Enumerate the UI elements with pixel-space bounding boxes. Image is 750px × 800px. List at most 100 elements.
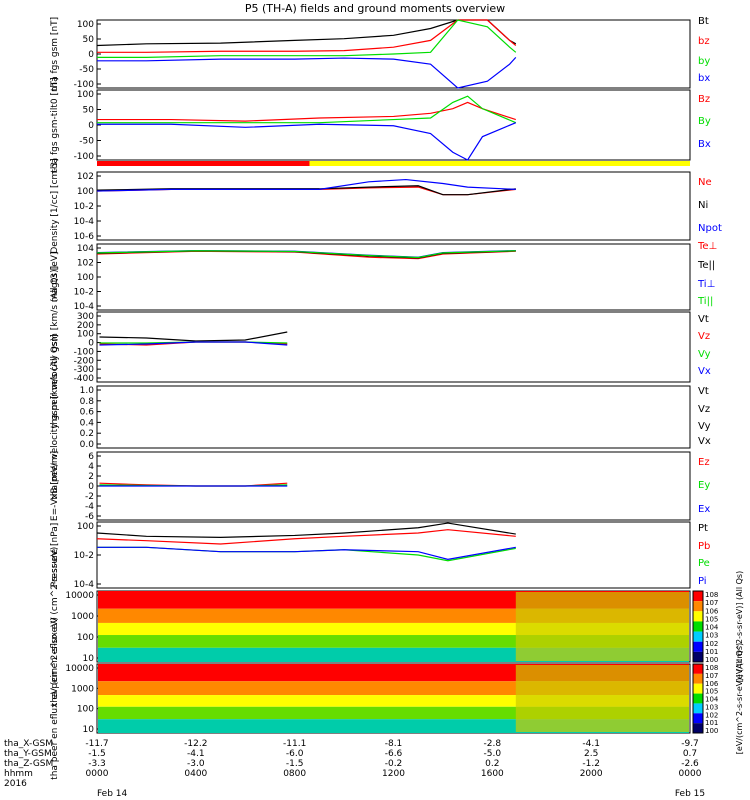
legend-vx: Vx: [698, 366, 711, 377]
y-tick-label: 100: [77, 20, 94, 30]
panel-10: 10000 1000 100 10 tha peer en eflux eV (cm^2…: [50, 617, 744, 780]
y-tick-label: -2: [85, 492, 94, 502]
heatmap-gap-region: [515, 665, 689, 732]
legend-by: By: [698, 116, 711, 127]
y-tick-label: 100: [77, 522, 94, 532]
colorbar-swatch: [693, 611, 703, 622]
colorbar-tick-label: 108: [705, 664, 718, 672]
mode-bar-slow: [97, 161, 310, 166]
colorbar-tick-label: 106: [705, 607, 719, 615]
colorbar-swatch: [693, 631, 703, 642]
x-row-value: -1.2: [582, 759, 600, 769]
legend-bx: Bx: [698, 139, 711, 150]
series-line-vt: [99, 331, 288, 342]
x-row-value: 2000: [580, 769, 603, 779]
colorbar-tick-label: 101: [705, 719, 718, 727]
legend-bz: bz: [698, 36, 710, 47]
y-tick-label: 50: [83, 35, 95, 45]
x-row-value: 0800: [283, 769, 306, 779]
legend-vt: Vt: [698, 314, 709, 325]
colorbar-tick-label: 101: [705, 648, 718, 656]
panel-3: 102 100 10-2 10-4 10-6 Density [1/cc] [cm-3] N…: [50, 158, 722, 253]
legend-vt: Vt: [698, 386, 709, 397]
colorbar-tick-label: 107: [705, 599, 718, 607]
panel-9: 10000 1000 100 10 tha peir en eflux eV (cm^2…: [50, 547, 744, 707]
legend-ey: Ey: [698, 480, 710, 491]
legend-ti: Ti⊥: [697, 279, 715, 290]
y-tick-label: 1.0: [80, 386, 95, 396]
legend-pt: Pt: [698, 523, 708, 534]
colorbar-tick-label: 104: [705, 696, 719, 704]
x-row-value: 0400: [184, 769, 207, 779]
colorbar-swatch: [693, 703, 703, 714]
y-tick-label: 100: [77, 330, 94, 340]
series-line-bz: [97, 101, 516, 122]
series-line-npot: [96, 178, 516, 192]
date-end: Feb 15: [675, 789, 705, 799]
colorbar-swatch: [693, 621, 703, 632]
y-tick-label: 2: [88, 472, 94, 482]
x-row-value: 0000: [679, 769, 702, 779]
colorbar-swatch: [693, 693, 703, 704]
x-row-value: -9.7: [681, 739, 699, 749]
colorbar-frame: [692, 663, 704, 734]
y-tick-label: 0.0: [80, 440, 95, 450]
series-line-by: [97, 19, 517, 59]
panel-8: 100 10-2 10-4 Pressure [nPa] Pt Pb Pe Pi: [50, 521, 710, 590]
x-row-value: -0.2: [385, 759, 403, 769]
y-tick-label: 10-2: [74, 551, 94, 561]
colorbar-swatch: [693, 641, 703, 652]
y-tick-label: 1000: [71, 684, 94, 694]
y-tick-label: -6: [85, 512, 94, 522]
colorbar-tick-label: 108: [705, 591, 718, 599]
colorbar-swatch: [693, 601, 703, 612]
y-tick-label: 0.6: [80, 408, 95, 418]
y-tick-label: 50: [83, 106, 95, 116]
x-row-value: -11.1: [283, 739, 306, 749]
series-line-bx: [97, 122, 517, 161]
colorbar-tick-label: 102: [705, 711, 718, 719]
year-label: 2016: [4, 779, 27, 789]
series-line-by: [97, 95, 517, 124]
y-axis-label: tha peer en eflux eV (cm^2-s-sr-eV): [50, 617, 60, 780]
legend-vy: Vy: [698, 349, 711, 360]
x-row-value: 0.2: [485, 759, 499, 769]
legend-te: Te||: [697, 260, 715, 271]
colorbar-tick-label: 107: [705, 672, 718, 680]
panel-frame: [96, 243, 691, 311]
colorbar-tick-label: 106: [705, 680, 719, 688]
colorbar-tick-label: 105: [705, 688, 718, 696]
legend-te: Te⊥: [697, 241, 717, 252]
legend-ne: Ne: [698, 177, 712, 188]
series-line-pt: [96, 522, 516, 538]
colorbar-frame: [692, 590, 704, 663]
y-tick-label: 0: [88, 339, 94, 349]
legend-vz: Vz: [698, 331, 710, 342]
y-tick-label: 10-4: [74, 580, 95, 590]
x-row-label: tha_Z-GSM: [4, 759, 53, 769]
colorbar-swatch: [693, 651, 703, 662]
panel-1: 100 50 0 -50 -100 tha fgs gsm [nT] Bt bz by bx: [50, 16, 710, 91]
series-line-bz: [97, 19, 517, 53]
panel-frame: [96, 171, 691, 241]
series-line-bx: [97, 56, 517, 89]
panel-frame: [96, 521, 691, 589]
panel-4: 104 102 100 10-2 10-4 magt3 [eV] Te⊥ Te|| Ti⊥ Ti|…: [50, 241, 717, 312]
legend-bt: Bt: [698, 16, 709, 27]
panel-2: 100 50 0 -50 -100 tha fgs gsm-tilt0 [nT] Bz By B…: [50, 77, 711, 172]
legend-ni: Ni: [698, 200, 708, 211]
legend-vx: Vx: [698, 436, 711, 447]
series-line-pb: [96, 529, 516, 545]
x-row-value: -11.7: [85, 739, 108, 749]
y-tick-label: 102: [77, 259, 94, 269]
y-tick-label: -4: [85, 502, 94, 512]
mode-bar-fast: [309, 161, 690, 166]
y-tick-label: -50: [79, 65, 94, 75]
legend-npot: Npot: [698, 223, 722, 234]
y-tick-label: 100: [77, 90, 94, 100]
y-tick-label: 10000: [65, 591, 94, 601]
x-row-value: 0.7: [683, 749, 697, 759]
x-row-value: -1.5: [286, 759, 304, 769]
y-axis-label: tha fgs gsm [nT]: [50, 17, 60, 91]
